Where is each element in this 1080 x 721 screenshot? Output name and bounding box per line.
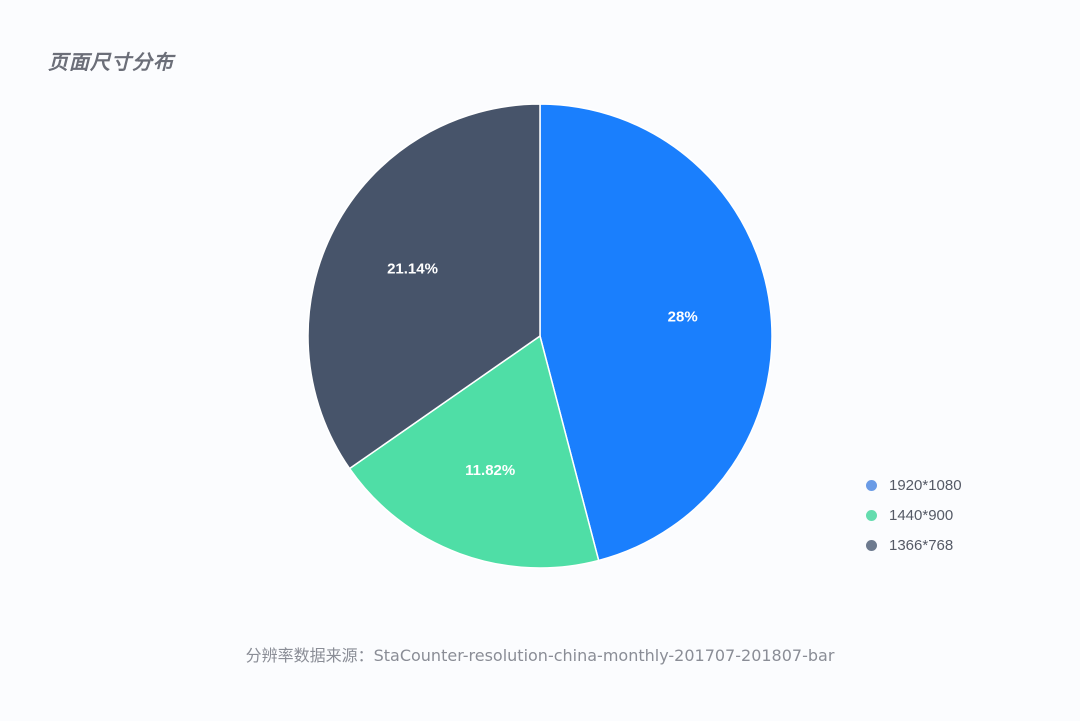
slice-value-label: 21.14% [387, 260, 438, 277]
legend-label: 1920*1080 [889, 476, 962, 494]
slice-value-label: 11.82% [465, 462, 515, 479]
legend-swatch [866, 509, 877, 521]
legend-item-1366x768[interactable]: 1366*768 [866, 530, 962, 560]
pie-slice-1920x1080[interactable] [539, 103, 773, 562]
chart-title: 页面尺寸分布 [48, 50, 174, 74]
legend-swatch [866, 479, 877, 491]
legend-label: 1440*900 [889, 506, 954, 524]
legend-label: 1366*768 [889, 536, 954, 554]
pie-slices [307, 103, 773, 569]
legend-item-1920x1080[interactable]: 1920*1080 [866, 470, 962, 500]
data-source-note: 分辨率数据来源：StaCounter-resolution-china-mont… [245, 646, 835, 665]
legend: 1920*1080 1440*900 1366*768 [866, 470, 962, 560]
pie-slice-1440x900[interactable] [348, 334, 600, 569]
legend-swatch [866, 539, 877, 551]
pie-labels: 28% 11.82% 21.14% [387, 260, 698, 479]
legend-item-1440x900[interactable]: 1440*900 [866, 500, 962, 530]
slice-value-label: 28% [668, 309, 698, 326]
pie-slice-1366x768[interactable] [307, 103, 541, 470]
